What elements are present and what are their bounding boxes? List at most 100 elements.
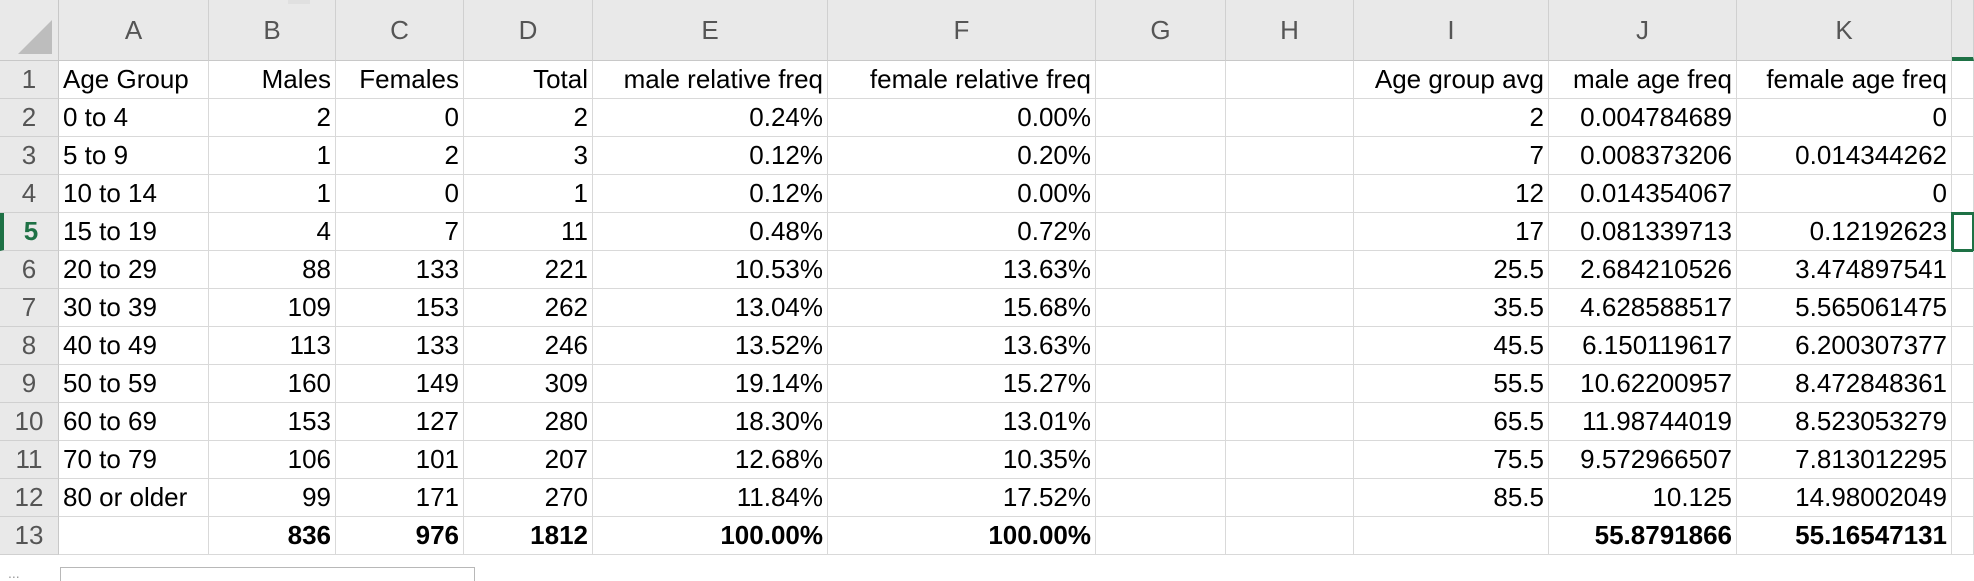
cell-i4[interactable]: 12 <box>1354 175 1549 213</box>
cell-e9[interactable]: 19.14% <box>593 365 828 403</box>
cell-b4[interactable]: 1 <box>209 175 336 213</box>
column-header-f[interactable]: F <box>828 0 1096 61</box>
cell-b12[interactable]: 99 <box>209 479 336 517</box>
cell-e1[interactable]: male relative freq <box>593 61 828 99</box>
cell-e2[interactable]: 0.24% <box>593 99 828 137</box>
column-header-a[interactable]: A <box>59 0 209 61</box>
cell-a13[interactable] <box>59 517 209 555</box>
cell-k12[interactable]: 14.98002049 <box>1737 479 1952 517</box>
cell-c3[interactable]: 2 <box>336 137 464 175</box>
cell-a1[interactable]: Age Group <box>59 61 209 99</box>
cell-c11[interactable]: 101 <box>336 441 464 479</box>
cell-e5[interactable]: 0.48% <box>593 213 828 251</box>
cell-f8[interactable]: 13.63% <box>828 327 1096 365</box>
cell-a10[interactable]: 60 to 69 <box>59 403 209 441</box>
cell-h5[interactable] <box>1226 213 1354 251</box>
cell-g12[interactable] <box>1096 479 1226 517</box>
cell-e12[interactable]: 11.84% <box>593 479 828 517</box>
cell-j8[interactable]: 6.150119617 <box>1549 327 1737 365</box>
cell-g3[interactable] <box>1096 137 1226 175</box>
row-header-6[interactable]: 6 <box>0 251 59 289</box>
cell-e10[interactable]: 18.30% <box>593 403 828 441</box>
cell-l3[interactable] <box>1952 137 1974 175</box>
cell-j6[interactable]: 2.684210526 <box>1549 251 1737 289</box>
cell-j3[interactable]: 0.008373206 <box>1549 137 1737 175</box>
cell-b11[interactable]: 106 <box>209 441 336 479</box>
cell-k1[interactable]: female age freq <box>1737 61 1952 99</box>
cell-a7[interactable]: 30 to 39 <box>59 289 209 327</box>
cell-l11[interactable] <box>1952 441 1974 479</box>
cell-i1[interactable]: Age group avg <box>1354 61 1549 99</box>
cell-c2[interactable]: 0 <box>336 99 464 137</box>
cell-c1[interactable]: Females <box>336 61 464 99</box>
cell-a11[interactable]: 70 to 79 <box>59 441 209 479</box>
column-header-c[interactable]: C <box>336 0 464 61</box>
cell-l4[interactable] <box>1952 175 1974 213</box>
cell-h3[interactable] <box>1226 137 1354 175</box>
cell-b1[interactable]: Males <box>209 61 336 99</box>
cell-h4[interactable] <box>1226 175 1354 213</box>
cell-g11[interactable] <box>1096 441 1226 479</box>
cell-k3[interactable]: 0.014344262 <box>1737 137 1952 175</box>
cell-e4[interactable]: 0.12% <box>593 175 828 213</box>
cell-h12[interactable] <box>1226 479 1354 517</box>
column-header-l[interactable] <box>1952 0 1974 61</box>
cell-h8[interactable] <box>1226 327 1354 365</box>
cell-l10[interactable] <box>1952 403 1974 441</box>
row-header-11[interactable]: 11 <box>0 441 59 479</box>
cell-a4[interactable]: 10 to 14 <box>59 175 209 213</box>
cell-f13[interactable]: 100.00% <box>828 517 1096 555</box>
cell-f2[interactable]: 0.00% <box>828 99 1096 137</box>
cell-a8[interactable]: 40 to 49 <box>59 327 209 365</box>
column-header-i[interactable]: I <box>1354 0 1549 61</box>
cell-b10[interactable]: 153 <box>209 403 336 441</box>
cell-e11[interactable]: 12.68% <box>593 441 828 479</box>
cell-a12[interactable]: 80 or older <box>59 479 209 517</box>
cell-i13[interactable] <box>1354 517 1549 555</box>
cell-d12[interactable]: 270 <box>464 479 593 517</box>
cell-e6[interactable]: 10.53% <box>593 251 828 289</box>
cell-i2[interactable]: 2 <box>1354 99 1549 137</box>
cell-i11[interactable]: 75.5 <box>1354 441 1549 479</box>
cell-f5[interactable]: 0.72% <box>828 213 1096 251</box>
cell-j10[interactable]: 11.98744019 <box>1549 403 1737 441</box>
column-header-h[interactable]: H <box>1226 0 1354 61</box>
cell-e3[interactable]: 0.12% <box>593 137 828 175</box>
cell-j5[interactable]: 0.081339713 <box>1549 213 1737 251</box>
cell-g4[interactable] <box>1096 175 1226 213</box>
cell-l7[interactable] <box>1952 289 1974 327</box>
sheet-tab-strip[interactable] <box>60 567 475 581</box>
cell-c12[interactable]: 171 <box>336 479 464 517</box>
cell-d9[interactable]: 309 <box>464 365 593 403</box>
cell-g6[interactable] <box>1096 251 1226 289</box>
cell-g1[interactable] <box>1096 61 1226 99</box>
cell-d1[interactable]: Total <box>464 61 593 99</box>
column-header-b[interactable]: B <box>209 0 336 61</box>
cell-k7[interactable]: 5.565061475 <box>1737 289 1952 327</box>
cell-d6[interactable]: 221 <box>464 251 593 289</box>
cell-j2[interactable]: 0.004784689 <box>1549 99 1737 137</box>
cell-d5[interactable]: 11 <box>464 213 593 251</box>
cell-d3[interactable]: 3 <box>464 137 593 175</box>
cell-a9[interactable]: 50 to 59 <box>59 365 209 403</box>
cell-g13[interactable] <box>1096 517 1226 555</box>
cell-b8[interactable]: 113 <box>209 327 336 365</box>
cell-i10[interactable]: 65.5 <box>1354 403 1549 441</box>
cell-i3[interactable]: 7 <box>1354 137 1549 175</box>
cell-k8[interactable]: 6.200307377 <box>1737 327 1952 365</box>
cell-a2[interactable]: 0 to 4 <box>59 99 209 137</box>
cell-a6[interactable]: 20 to 29 <box>59 251 209 289</box>
row-header-1[interactable]: 1 <box>0 61 59 99</box>
cell-k9[interactable]: 8.472848361 <box>1737 365 1952 403</box>
cell-a3[interactable]: 5 to 9 <box>59 137 209 175</box>
cell-f11[interactable]: 10.35% <box>828 441 1096 479</box>
row-header-3[interactable]: 3 <box>0 137 59 175</box>
cell-i9[interactable]: 55.5 <box>1354 365 1549 403</box>
cell-l12[interactable] <box>1952 479 1974 517</box>
cell-b3[interactable]: 1 <box>209 137 336 175</box>
cell-h10[interactable] <box>1226 403 1354 441</box>
cell-c7[interactable]: 153 <box>336 289 464 327</box>
cell-c4[interactable]: 0 <box>336 175 464 213</box>
cell-k5[interactable]: 0.12192623 <box>1737 213 1952 251</box>
